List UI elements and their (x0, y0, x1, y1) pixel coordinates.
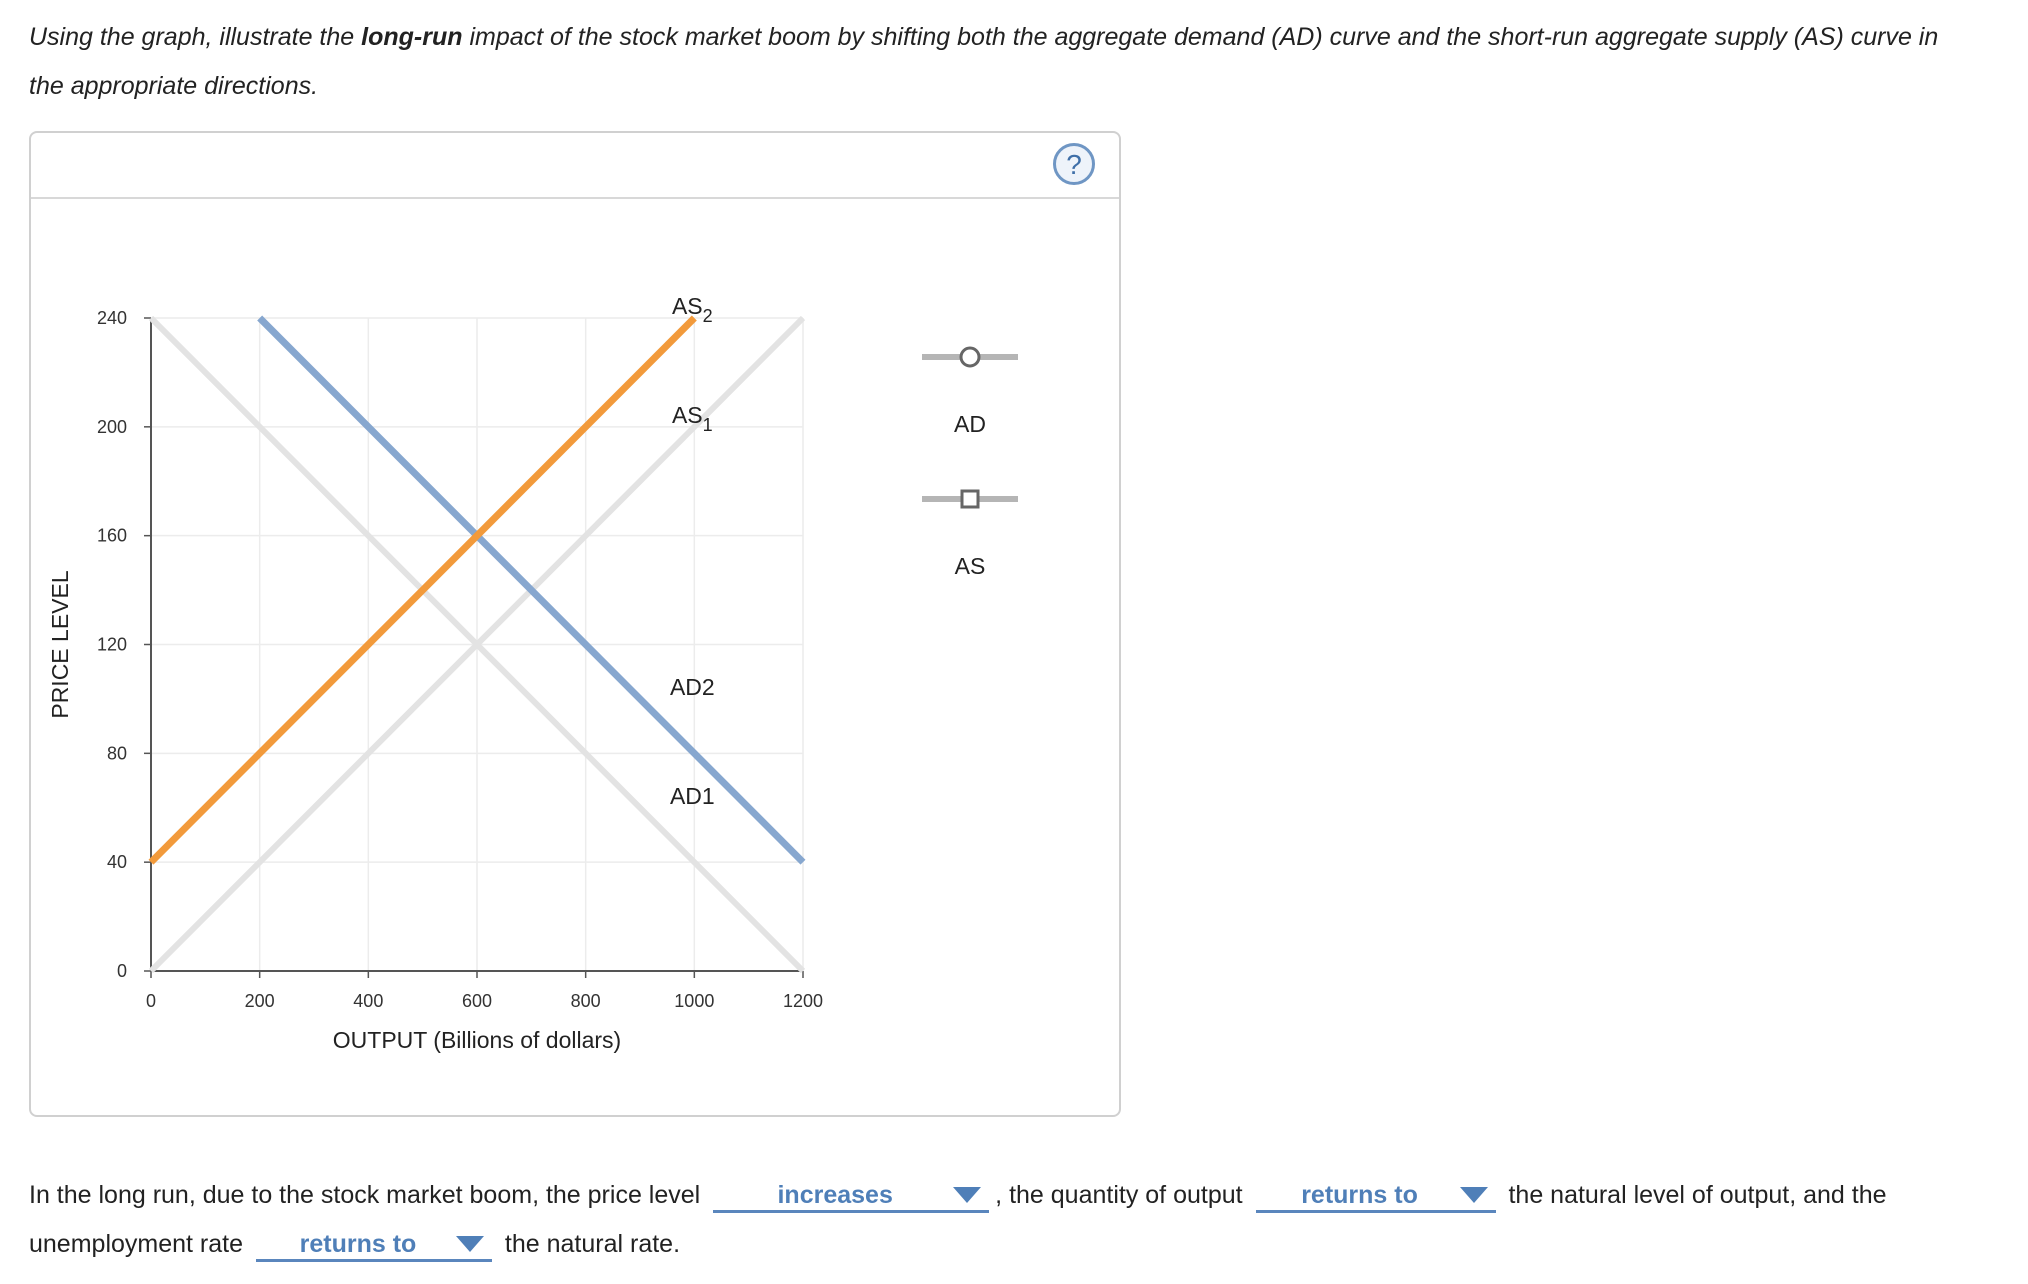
x-tick-label-0: 0 (146, 991, 156, 1011)
x-tick-label-200: 200 (245, 991, 275, 1011)
y-tick-label-120: 120 (97, 635, 127, 655)
tick-labels: 0 200 400 600 800 1000 1200 0 40 80 120 160 200 240 (97, 308, 823, 1011)
curve-ad2[interactable] (257, 315, 806, 865)
answer-text-2: , the quantity of output (995, 1181, 1243, 1209)
y-tick-label-40: 40 (107, 852, 127, 872)
answer-sentence: In the long run, due to the stock market… (29, 1171, 1979, 1269)
curves[interactable] (148, 315, 806, 974)
curve-label-as1: AS1 (672, 402, 713, 435)
question-part1: Using the graph, illustrate the (29, 23, 362, 51)
legend-item-ad[interactable]: AD (922, 346, 1018, 437)
y-tick-label-0: 0 (117, 961, 127, 981)
curve-as2[interactable] (148, 315, 697, 865)
x-tick-label-1200: 1200 (783, 991, 823, 1011)
question-text: Using the graph, illustrate the long-run… (29, 13, 1959, 111)
dropdown-arrow-icon (1459, 1187, 1488, 1203)
y-tick-label-160: 160 (97, 526, 127, 546)
output-dropdown[interactable]: returns to (1255, 1180, 1496, 1213)
x-tick-label-600: 600 (462, 991, 492, 1011)
curve-label-ad1: AD1 (670, 783, 715, 809)
circle-marker-icon (959, 346, 981, 368)
legend-item-as[interactable]: AS (922, 489, 1018, 579)
dropdown-arrow-icon (953, 1187, 982, 1203)
unemployment-dropdown-value: returns to (299, 1230, 417, 1258)
answer-text-4: the natural rate. (504, 1230, 681, 1258)
legend-label-ad: AD (954, 411, 986, 437)
x-tick-label-1000: 1000 (674, 991, 714, 1011)
x-tick-label-400: 400 (353, 991, 383, 1011)
square-marker-icon (960, 489, 980, 509)
y-tick-label-200: 200 (97, 417, 127, 437)
curve-labels: AS2 AS1 AD2 AD1 (670, 293, 715, 809)
output-dropdown-value: returns to (1301, 1181, 1418, 1209)
legend[interactable]: AD AS (922, 346, 1018, 579)
x-tick-label-800: 800 (571, 991, 601, 1011)
legend-label-as: AS (955, 553, 986, 579)
price-level-dropdown[interactable]: increases (713, 1180, 990, 1213)
y-axis-title: PRICE LEVEL (47, 570, 73, 718)
curve-as1 (148, 315, 806, 974)
question-part2: impact of the stock market boom by shift… (29, 23, 1939, 100)
y-tick-label-80: 80 (107, 743, 127, 763)
price-level-dropdown-value: increases (777, 1181, 893, 1209)
x-axis-title: OUTPUT (Billions of dollars) (333, 1027, 621, 1053)
curve-label-ad2: AD2 (670, 674, 715, 700)
panel-divider (31, 197, 1119, 199)
graph-panel (29, 131, 1121, 1117)
curve-label-as2: AS2 (672, 293, 713, 326)
question-bold: long-run (361, 23, 463, 51)
help-icon[interactable]: ? (1053, 143, 1095, 185)
answer-text-3: the natural level of output, and the une… (29, 1181, 1887, 1258)
unemployment-dropdown[interactable]: returns to (255, 1229, 492, 1262)
y-tick-label-240: 240 (97, 308, 127, 328)
dropdown-arrow-icon (455, 1236, 484, 1252)
answer-text-1: In the long run, due to the stock market… (29, 1181, 701, 1209)
